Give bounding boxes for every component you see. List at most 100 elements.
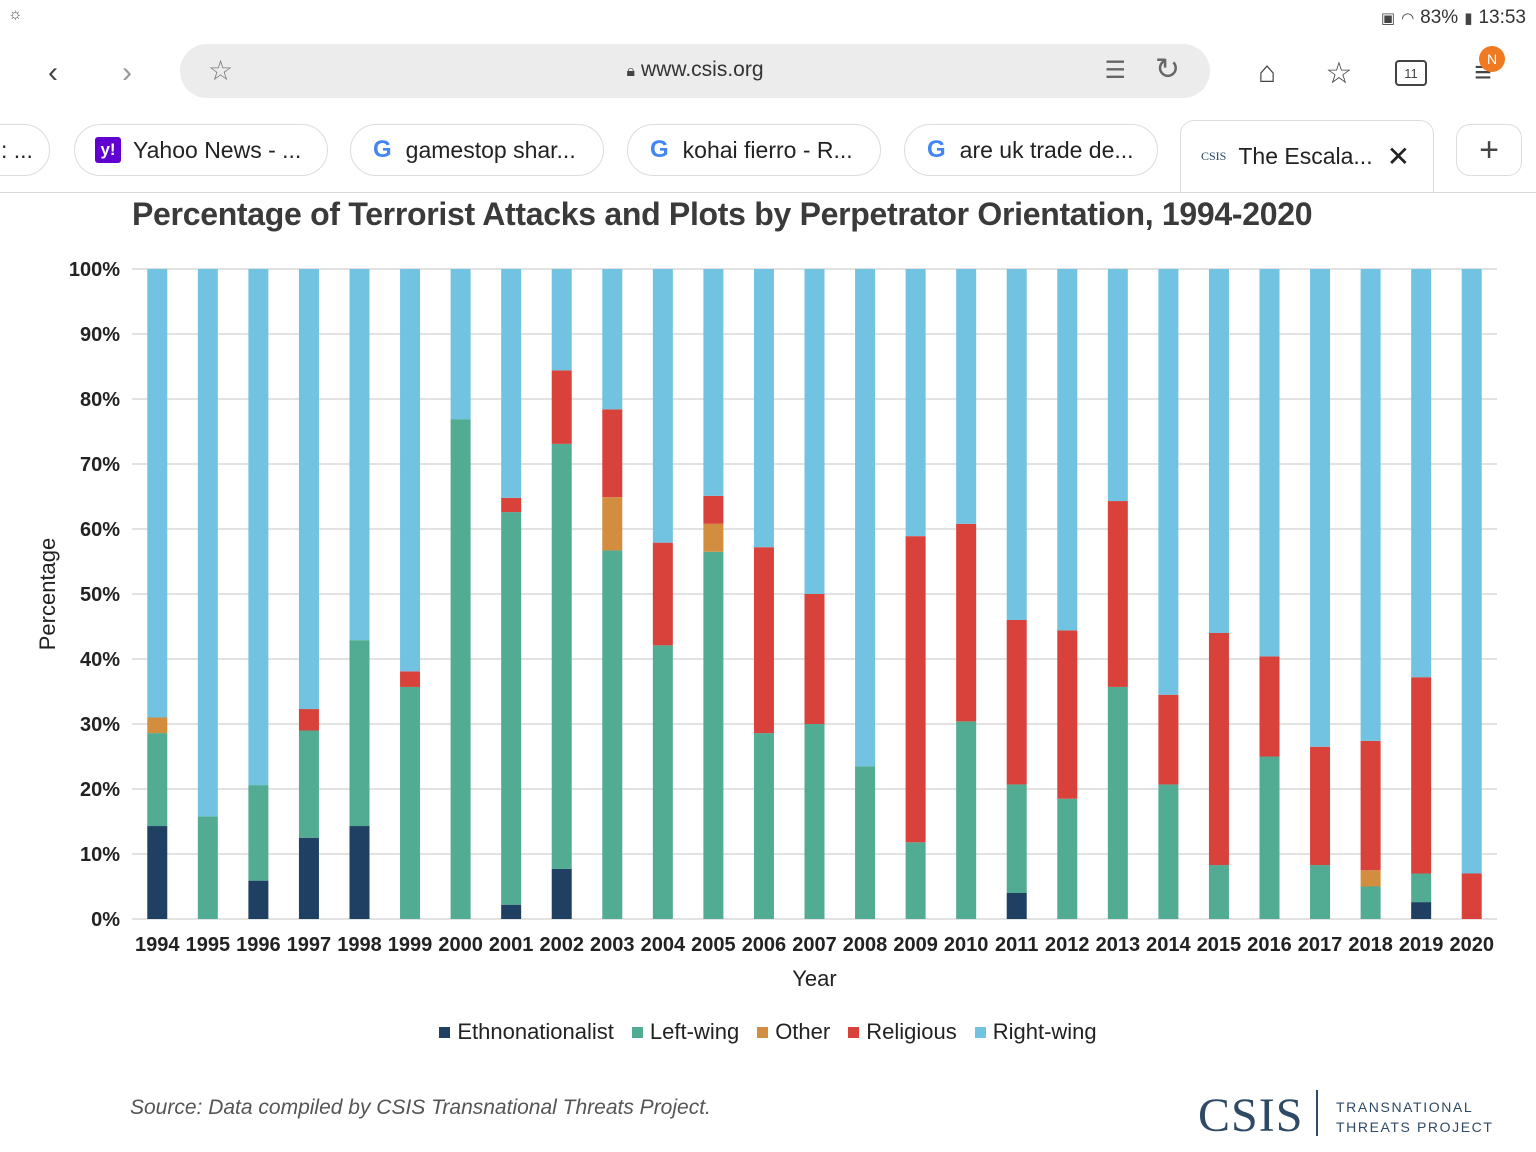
bar-religious-2006 bbox=[753, 547, 774, 734]
tab-csis-active[interactable]: CSIS The Escala... ✕ bbox=[1180, 120, 1434, 192]
x-tick-label: 2011 bbox=[995, 934, 1038, 956]
logo-subtitle-line-1: TRANSNATIONAL bbox=[1336, 1099, 1474, 1115]
bar-right-wing-1997 bbox=[298, 269, 319, 710]
y-tick-label: 30% bbox=[80, 714, 120, 736]
bar-right-wing-1995 bbox=[197, 269, 218, 817]
bar-left-wing-2008 bbox=[855, 766, 876, 919]
tab-gamestop[interactable]: G gamestop shar... bbox=[350, 124, 604, 176]
x-tick-label: 2009 bbox=[893, 934, 938, 956]
home-icon[interactable]: ⌂ bbox=[1257, 56, 1277, 89]
bar-right-wing-1994 bbox=[147, 269, 168, 718]
x-tick-label: 2013 bbox=[1096, 934, 1141, 956]
yahoo-icon: y! bbox=[95, 137, 121, 163]
legend-item-ethnonationalist: Ethnonationalist bbox=[439, 1019, 614, 1045]
bar-right-wing-1999 bbox=[400, 269, 421, 672]
legend-swatch bbox=[757, 1026, 769, 1038]
reader-mode-icon[interactable]: ☰ bbox=[1104, 57, 1126, 84]
x-tick-label: 1998 bbox=[337, 934, 382, 956]
bar-ethnonationalist-2002 bbox=[551, 868, 572, 919]
x-tick-label: 2005 bbox=[691, 934, 736, 956]
legend-swatch bbox=[848, 1026, 860, 1038]
x-tick-label: 2016 bbox=[1247, 934, 1292, 956]
browser-toolbar: ‹ › ☆ 🔒︎ www.csis.org ☰ ↻ ⌂ ☆ 11 ≡ bbox=[0, 38, 1536, 108]
bar-religious-2011 bbox=[1006, 620, 1027, 785]
bar-religious-2014 bbox=[1158, 694, 1179, 785]
tabs-icon[interactable]: 11 bbox=[1388, 50, 1434, 96]
legend-swatch bbox=[439, 1026, 451, 1038]
bar-left-wing-2011 bbox=[1006, 784, 1027, 893]
x-tick-label: 2020 bbox=[1449, 934, 1494, 956]
csis-logo: CSIS bbox=[1198, 1089, 1304, 1142]
bar-left-wing-2013 bbox=[1107, 686, 1128, 919]
close-icon[interactable]: ✕ bbox=[1386, 141, 1411, 172]
bar-religious-2015 bbox=[1208, 633, 1229, 866]
bar-religious-2004 bbox=[652, 542, 673, 646]
bar-right-wing-2009 bbox=[905, 269, 926, 537]
bar-left-wing-2017 bbox=[1310, 865, 1331, 919]
bar-right-wing-2013 bbox=[1107, 269, 1128, 502]
tab-partial[interactable]: : ... bbox=[0, 124, 50, 176]
tab-label: : ... bbox=[1, 136, 33, 163]
bar-left-wing-2002 bbox=[551, 443, 572, 869]
bar-religious-2010 bbox=[956, 523, 977, 722]
bar-right-wing-2011 bbox=[1006, 269, 1027, 620]
bar-ethnonationalist-1997 bbox=[298, 837, 319, 919]
x-tick-label: 1997 bbox=[287, 934, 332, 956]
bar-left-wing-2007 bbox=[804, 724, 825, 919]
bar-religious-2017 bbox=[1310, 746, 1331, 866]
y-tick-label: 0% bbox=[91, 909, 120, 931]
bar-ethnonationalist-2001 bbox=[501, 904, 522, 919]
bookmark-star-icon[interactable]: ☆ bbox=[208, 55, 234, 86]
reload-icon[interactable]: ↻ bbox=[1154, 53, 1180, 86]
bar-right-wing-2001 bbox=[501, 269, 522, 498]
address-bar[interactable]: ☆ 🔒︎ www.csis.org ☰ ↻ bbox=[180, 44, 1210, 98]
battery-icon: ▮ bbox=[1464, 10, 1473, 27]
bar-left-wing-2015 bbox=[1208, 865, 1229, 919]
bar-religious-2005 bbox=[703, 495, 724, 524]
bar-religious-2020 bbox=[1461, 873, 1482, 919]
bar-left-wing-1994 bbox=[147, 733, 168, 827]
bar-right-wing-2012 bbox=[1057, 269, 1078, 631]
x-tick-label: 2002 bbox=[539, 934, 584, 956]
bar-other-2005 bbox=[703, 523, 724, 552]
bar-religious-2013 bbox=[1107, 501, 1128, 687]
bar-right-wing-2004 bbox=[652, 269, 673, 543]
url-display[interactable]: 🔒︎ www.csis.org bbox=[180, 58, 1210, 82]
tab-uk-trade[interactable]: G are uk trade de... bbox=[904, 124, 1158, 176]
tab-yahoo-news[interactable]: y! Yahoo News - ... bbox=[74, 124, 328, 176]
bar-ethnonationalist-2011 bbox=[1006, 893, 1027, 919]
new-tab-button[interactable]: + bbox=[1456, 124, 1522, 176]
bar-right-wing-1996 bbox=[248, 269, 269, 786]
bar-religious-2019 bbox=[1411, 677, 1432, 874]
x-tick-label: 2001 bbox=[489, 934, 534, 956]
bar-right-wing-2008 bbox=[855, 269, 876, 767]
bar-ethnonationalist-1998 bbox=[349, 826, 370, 919]
bar-religious-2003 bbox=[602, 409, 623, 498]
x-tick-label: 2004 bbox=[641, 934, 686, 956]
back-icon[interactable]: ‹ bbox=[48, 56, 58, 89]
bar-left-wing-2014 bbox=[1158, 784, 1179, 919]
x-tick-label: 2010 bbox=[944, 934, 989, 956]
tab-label: are uk trade de... bbox=[959, 136, 1134, 163]
bar-left-wing-2012 bbox=[1057, 798, 1078, 919]
bar-ethnonationalist-1996 bbox=[248, 880, 269, 919]
bar-right-wing-2019 bbox=[1411, 269, 1432, 678]
x-tick-label: 1996 bbox=[236, 934, 281, 956]
y-tick-label: 100% bbox=[69, 259, 120, 281]
bar-other-1994 bbox=[147, 717, 168, 734]
bookmarks-icon[interactable]: ☆ bbox=[1325, 56, 1353, 90]
bar-right-wing-2014 bbox=[1158, 269, 1179, 695]
bar-right-wing-2002 bbox=[551, 269, 572, 371]
nfc-icon: ▣ bbox=[1380, 10, 1396, 27]
bar-right-wing-2010 bbox=[956, 269, 977, 524]
logo-subtitle: TRANSNATIONAL THREATS PROJECT bbox=[1336, 1097, 1494, 1137]
bar-left-wing-2005 bbox=[703, 551, 724, 919]
bar-left-wing-2004 bbox=[652, 645, 673, 919]
settings-cloud-icon: ☼ bbox=[8, 6, 23, 23]
tab-kohai-fierro[interactable]: G kohai fierro - R... bbox=[627, 124, 881, 176]
bar-other-2018 bbox=[1360, 870, 1381, 887]
x-tick-label: 2018 bbox=[1348, 934, 1393, 956]
forward-icon[interactable]: › bbox=[122, 56, 132, 89]
wifi-icon: ◠ bbox=[1401, 10, 1415, 27]
x-tick-label: 2003 bbox=[590, 934, 635, 956]
